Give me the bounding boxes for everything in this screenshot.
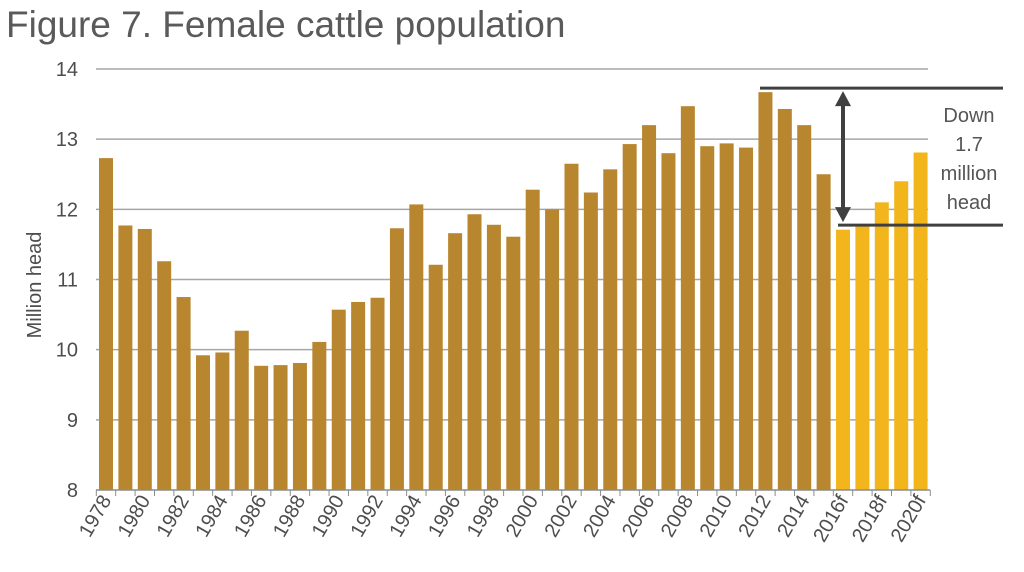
bar-2001 (545, 209, 560, 491)
bar-1990 (331, 309, 346, 490)
x-tick-label: 2006 (618, 492, 659, 542)
x-tick-label: 2000 (502, 492, 543, 542)
bar-2013 (777, 108, 792, 491)
bar-1979 (118, 225, 133, 490)
bar-2019f (894, 181, 909, 490)
arrow-up-head (835, 91, 851, 107)
bar-1983 (195, 355, 210, 490)
x-tick-label: 1998 (463, 492, 504, 542)
bar-1993 (389, 228, 404, 491)
x-tick-label: 2020f (887, 491, 931, 546)
y-axis-label: Million head (24, 232, 46, 339)
y-tick-label: 14 (56, 59, 78, 81)
annotation-text-line: million (941, 163, 998, 185)
x-tick-label: 1986 (230, 492, 271, 542)
chart-title: Figure 7. Female cattle population (6, 4, 566, 45)
bar-1991 (351, 301, 366, 490)
bar-1999 (506, 236, 521, 490)
bar-1987 (273, 365, 288, 490)
bar-2003 (583, 192, 598, 490)
bar-2018f (874, 202, 889, 491)
x-tick-label: 1996 (424, 492, 465, 542)
bar-2002 (564, 163, 579, 490)
x-tick-labels: 1978198019821984198619881990199219941996… (75, 491, 931, 546)
bar-2011 (739, 147, 754, 490)
bar-2008 (680, 106, 695, 491)
x-axis (95, 489, 931, 496)
x-tick-label: 2014 (773, 492, 814, 542)
bars (99, 92, 928, 491)
y-tick-label: 8 (67, 480, 78, 502)
x-tick-label: 1990 (308, 492, 349, 542)
x-tick-label: 2008 (657, 492, 698, 542)
bar-2010 (719, 143, 734, 491)
y-tick-label: 10 (56, 340, 78, 362)
arrow-down-head (835, 207, 851, 223)
bar-2014 (797, 125, 812, 490)
decline-annotation: Down 1.7 million head (760, 86, 1003, 227)
y-tick-label: 13 (56, 129, 78, 151)
x-tick-label: 2010 (696, 492, 737, 542)
bar-1992 (370, 297, 385, 490)
bar-2009 (700, 146, 715, 490)
bar-1994 (409, 204, 424, 490)
x-tick-label: 1980 (114, 492, 155, 542)
x-tick-label: 1982 (153, 492, 194, 542)
bar-1982 (176, 297, 191, 490)
y-tick-label: 12 (56, 199, 78, 221)
bar-2006 (642, 125, 657, 490)
bar-1988 (292, 362, 307, 490)
bar-2015 (816, 174, 831, 490)
bar-1997 (467, 214, 482, 490)
x-tick-label: 2002 (541, 492, 582, 542)
bar-2000 (525, 189, 540, 491)
bar-2020f (913, 152, 928, 490)
x-tick-label: 1988 (269, 492, 310, 542)
bar-2007 (661, 153, 676, 490)
bar-2016f (836, 229, 851, 490)
bar-1978 (99, 158, 113, 490)
bar-2017f (855, 226, 870, 490)
bar-2004 (603, 169, 618, 491)
x-tick-label: 2018f (848, 491, 892, 546)
x-tick-label: 1978 (75, 492, 116, 542)
bar-1984 (215, 352, 230, 490)
x-tick-label: 1994 (385, 492, 426, 542)
annotation-text-line: Down (943, 105, 994, 127)
bar-2005 (622, 144, 637, 490)
x-tick-label: 1992 (347, 492, 388, 542)
y-tick-label: 11 (57, 270, 78, 292)
bar-1981 (157, 261, 172, 490)
bar-1980 (137, 228, 152, 491)
bar-1989 (312, 341, 327, 490)
y-tick-label: 9 (67, 410, 78, 432)
x-tick-label: 2004 (579, 492, 620, 542)
bar-1985 (234, 330, 249, 490)
bar-1998 (486, 224, 501, 490)
annotation-text-line: head (947, 192, 992, 214)
bar-2012 (758, 92, 773, 490)
x-tick-label: 2012 (734, 492, 775, 542)
x-tick-label: 1984 (191, 492, 232, 542)
bar-1995 (428, 264, 443, 490)
bar-1996 (448, 233, 463, 490)
bar-1986 (254, 365, 269, 490)
y-tick-labels: 8 9 10 11 12 13 14 (56, 59, 78, 502)
annotation-text-line: 1.7 (955, 134, 983, 156)
x-tick-label: 2016f (809, 491, 853, 546)
